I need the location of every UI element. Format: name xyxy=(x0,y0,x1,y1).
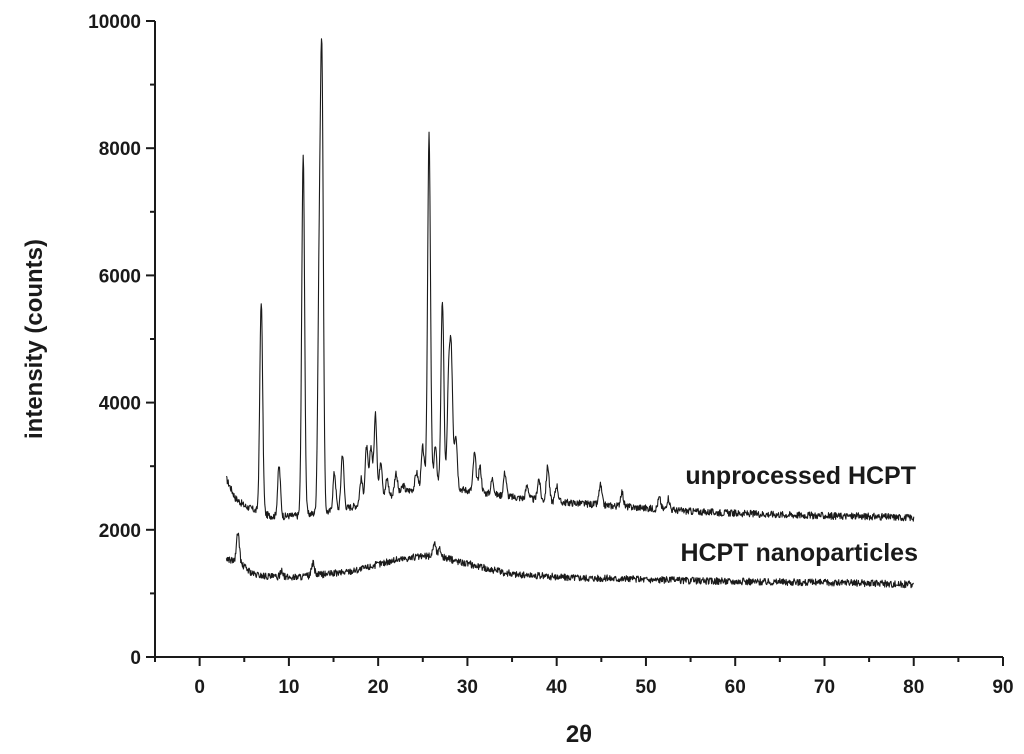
x-tick-label: 60 xyxy=(725,677,746,698)
y-tick-label: 8000 xyxy=(99,139,141,160)
x-tick-label: 0 xyxy=(194,677,205,698)
x-axis-title: 2θ xyxy=(566,721,592,748)
series-line-unprocessed-hcpt xyxy=(225,38,915,522)
x-tick-label: 80 xyxy=(903,677,924,698)
series-label-hcpt-nanoparticles: HCPT nanoparticles xyxy=(680,539,918,567)
x-tick-label: 30 xyxy=(457,677,478,698)
x-tick-label: 10 xyxy=(278,677,299,698)
y-tick-label: 6000 xyxy=(99,266,141,287)
y-tick-label: 4000 xyxy=(99,394,141,415)
x-tick-label: 50 xyxy=(635,677,656,698)
y-tick-label: 2000 xyxy=(99,521,141,542)
x-tick-label: 70 xyxy=(814,677,835,698)
x-tick-label: 40 xyxy=(546,677,567,698)
y-tick-label: 0 xyxy=(130,648,141,669)
y-tick-label: 10000 xyxy=(88,12,141,33)
x-tick-label: 90 xyxy=(992,677,1013,698)
series-label-unprocessed-hcpt: unprocessed HCPT xyxy=(685,462,916,490)
y-axis-title: intensity (counts) xyxy=(21,239,48,439)
series-line-hcpt-nanoparticles xyxy=(225,532,914,589)
x-tick-label: 20 xyxy=(368,677,389,698)
